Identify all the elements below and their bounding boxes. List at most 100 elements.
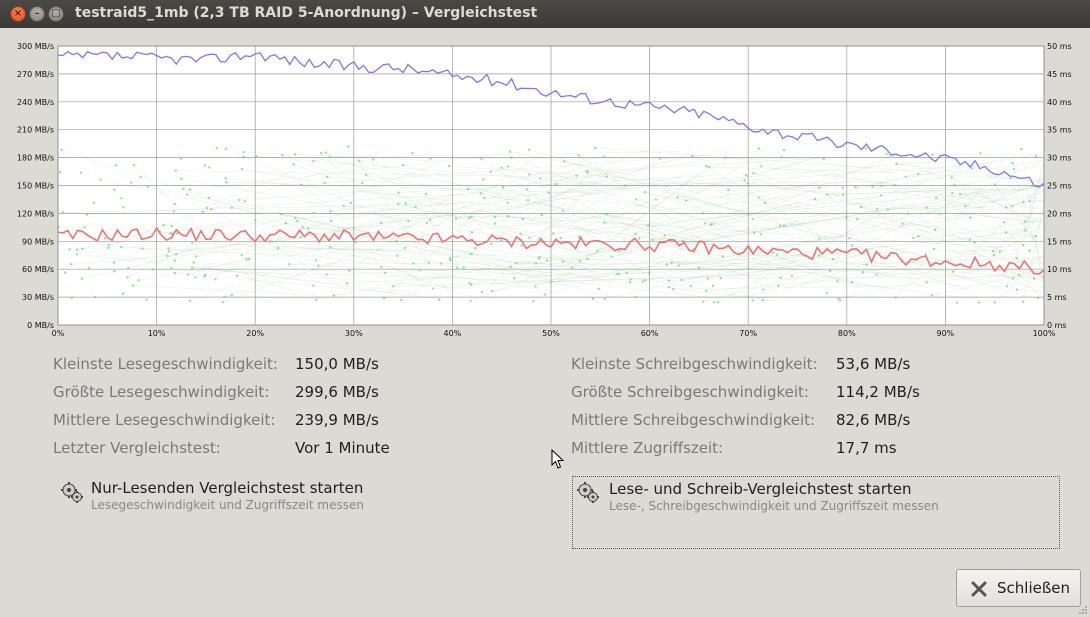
access-time-point (380, 265, 383, 269)
access-time-point (617, 272, 621, 275)
access-time-trace (183, 188, 618, 299)
access-time-point (83, 226, 86, 229)
access-time-point (203, 164, 206, 167)
minimize-icon: – (34, 8, 40, 19)
access-time-point (152, 268, 155, 271)
access-time-trace (471, 216, 835, 260)
access-time-point (719, 276, 722, 280)
access-time-trace (686, 179, 862, 201)
access-time-point (762, 288, 765, 291)
access-time-trace (383, 186, 507, 299)
access-time-point (597, 287, 600, 290)
access-time-trace (516, 262, 924, 264)
access-time-trace (692, 155, 827, 205)
window-maximize-button[interactable]: □ (48, 6, 64, 22)
access-time-point (664, 184, 668, 187)
access-time-point (509, 265, 512, 268)
access-time-point (508, 150, 512, 153)
access-time-point (75, 253, 79, 256)
window-minimize-button[interactable]: – (29, 6, 45, 22)
access-time-point (146, 185, 149, 188)
access-time-point (284, 221, 288, 225)
read-write-benchmark-button[interactable]: Lese- und Schreib-Vergleichstest starten… (572, 476, 1060, 549)
access-time-trace (100, 179, 591, 286)
access-time-trace (86, 194, 464, 215)
access-time-point (602, 155, 606, 159)
access-time-trace (480, 192, 882, 290)
access-time-trace (297, 220, 621, 270)
access-time-trace (604, 246, 832, 300)
access-time-trace (457, 267, 710, 298)
access-time-point (707, 165, 711, 169)
access-time-trace (494, 179, 601, 218)
access-time-trace (837, 281, 1002, 303)
access-time-point (670, 261, 673, 265)
access-time-point (126, 276, 129, 279)
stat-label-min-write: Kleinste Schreibgeschwindigkeit: (571, 355, 818, 373)
access-time-point (684, 199, 688, 202)
access-time-trace (133, 285, 304, 295)
access-time-trace (241, 208, 353, 256)
access-time-point (691, 154, 694, 158)
access-time-point (746, 181, 749, 185)
access-time-trace (327, 176, 746, 216)
access-time-point (585, 169, 589, 173)
access-time-point (58, 171, 62, 174)
access-time-trace (606, 213, 755, 243)
access-time-point (190, 241, 194, 244)
access-time-point (120, 197, 123, 200)
access-time-trace (128, 222, 288, 269)
access-time-trace (707, 276, 1045, 279)
access-time-point (979, 151, 982, 155)
access-time-trace (330, 191, 482, 212)
access-time-trace (520, 233, 769, 280)
access-time-point (993, 301, 996, 304)
access-time-point (706, 277, 709, 280)
access-time-point (760, 165, 763, 168)
window-close-button[interactable]: × (10, 6, 26, 22)
access-time-point (315, 298, 318, 301)
access-time-point (992, 254, 996, 257)
access-time-point (701, 212, 705, 215)
access-time-trace (326, 258, 759, 275)
resize-grip-icon[interactable] (1078, 605, 1088, 615)
access-time-point (210, 208, 213, 211)
access-time-point (223, 295, 226, 299)
access-time-trace (895, 156, 1007, 298)
access-time-point (1015, 288, 1019, 291)
left-axis-tick-label: 120 MB/s (17, 209, 54, 218)
access-time-trace (484, 165, 962, 199)
close-button[interactable]: Schließen (956, 569, 1081, 607)
access-time-point (230, 293, 233, 297)
access-time-point (563, 160, 566, 163)
access-time-point (481, 178, 485, 181)
access-time-trace (324, 151, 762, 184)
access-time-point (931, 153, 934, 156)
access-time-point (1028, 199, 1031, 203)
access-time-point (951, 191, 954, 195)
access-time-point (224, 177, 227, 180)
access-time-trace (645, 191, 1013, 281)
access-time-point (372, 158, 375, 161)
access-time-point (659, 157, 662, 160)
access-time-point (174, 169, 177, 172)
access-time-trace (507, 215, 962, 287)
access-time-trace (645, 191, 977, 293)
access-time-point (930, 294, 934, 297)
access-time-trace (456, 172, 700, 219)
access-time-point (68, 248, 71, 251)
access-time-point (182, 187, 185, 191)
access-time-trace (348, 146, 453, 300)
access-time-trace (819, 187, 1045, 283)
access-time-point (591, 297, 595, 301)
access-time-point (294, 216, 297, 219)
access-time-point (1011, 204, 1014, 208)
access-time-trace (815, 198, 1045, 223)
access-time-point (528, 236, 531, 240)
access-time-point (141, 247, 144, 250)
access-time-trace (604, 221, 1005, 249)
read-only-benchmark-button[interactable]: Nur-Lesenden Vergleichstest starten Lese… (55, 476, 505, 546)
stat-value-avg-write: 82,6 MB/s (836, 411, 911, 429)
access-time-point (194, 275, 197, 279)
x-axis-tick-label: 30% (345, 329, 363, 338)
